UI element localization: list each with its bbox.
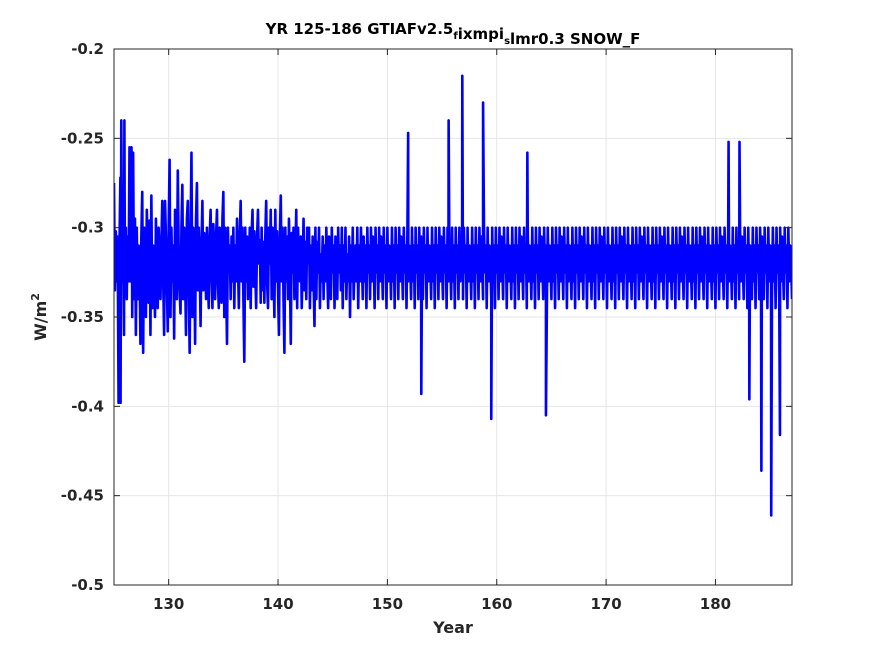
y-tick-label: -0.3: [71, 219, 104, 237]
y-tick-label: -0.35: [61, 308, 104, 326]
y-tick-label: -0.4: [71, 397, 104, 415]
y-tick-label: -0.45: [61, 487, 104, 505]
y-tick-label: -0.25: [61, 129, 104, 147]
x-axis-label: Year: [432, 618, 473, 637]
chart-title: YR 125-186 GTIAFv2.5fixmpislmr0.3 SNOW_F: [265, 20, 641, 48]
series-layer: [114, 74, 792, 517]
title-segment: YR 125-186 GTIAFv2.5: [265, 20, 454, 38]
x-tick-label: 130: [153, 595, 184, 613]
x-tick-label: 140: [262, 595, 293, 613]
x-tick-label: 180: [700, 595, 731, 613]
x-tick-label: 150: [372, 595, 403, 613]
x-tick-label: 160: [481, 595, 512, 613]
title-segment: ixmpi: [458, 25, 504, 43]
y-tick-label: -0.2: [71, 40, 104, 58]
title-subscript: f: [453, 31, 458, 42]
x-tick-label: 170: [590, 595, 621, 613]
ticks: [114, 48, 792, 586]
y-axis-label-base: W/m: [31, 301, 50, 341]
series-line: [114, 74, 792, 517]
y-axis-label-sup: 2: [29, 293, 42, 301]
tick-labels: 130 140 150 160 170 180 -0.5 -0.45 -0.4 -0.35 -0.3…: [61, 40, 731, 613]
y-tick-label: -0.5: [71, 576, 104, 594]
y-axis-label: W/m2: [29, 293, 50, 341]
title-subscript: s: [504, 36, 510, 47]
title-segment: lmr0.3 SNOW_F: [510, 30, 640, 48]
